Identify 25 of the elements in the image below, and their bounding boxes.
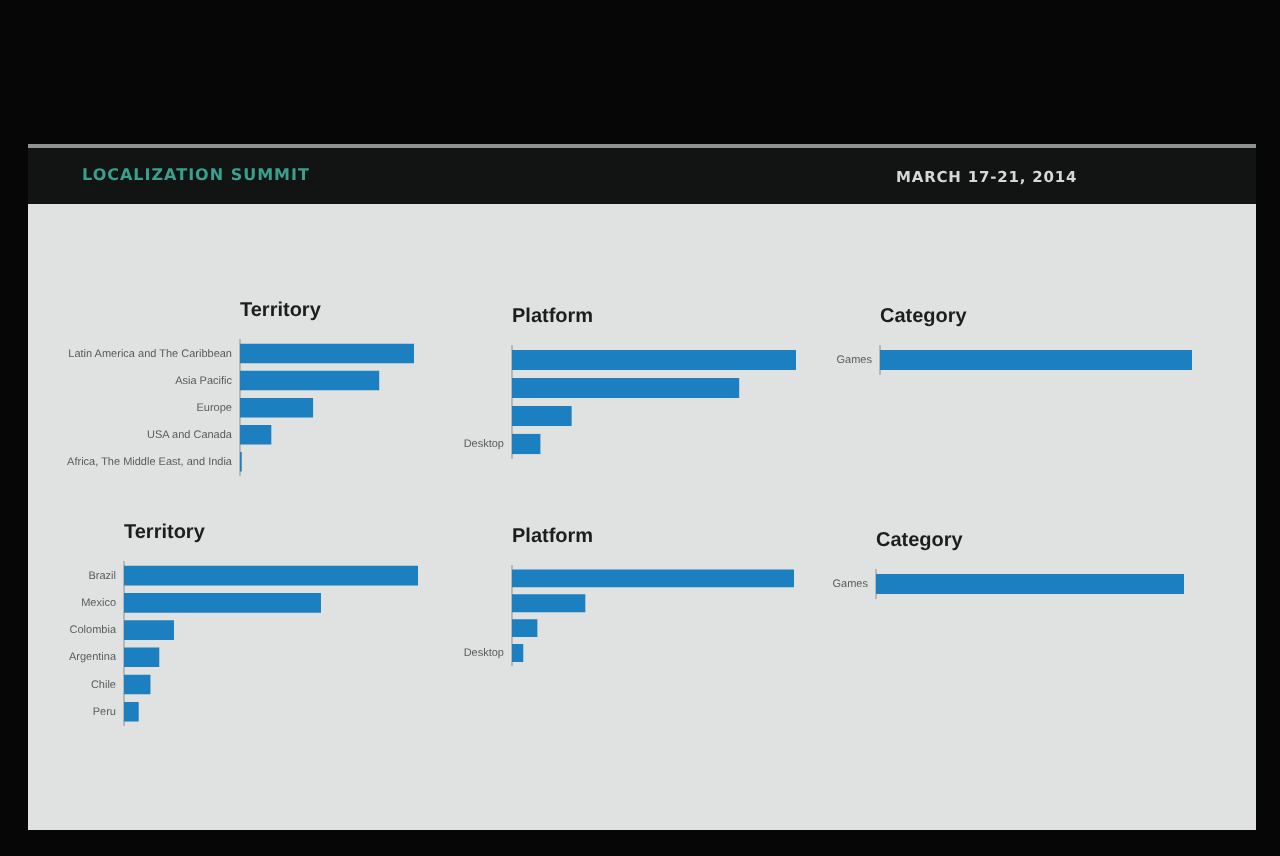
bar xyxy=(512,594,586,613)
chart-title: Category xyxy=(876,529,964,552)
bar xyxy=(124,674,151,695)
bar xyxy=(512,405,572,427)
bar xyxy=(124,593,321,613)
bar xyxy=(512,349,796,371)
bar xyxy=(240,343,414,364)
chart-title: Territory xyxy=(240,299,322,322)
bar xyxy=(512,377,740,399)
bar xyxy=(240,397,314,418)
bar xyxy=(240,370,380,391)
chart-title: Platform xyxy=(512,525,594,548)
bar xyxy=(124,565,418,586)
bar xyxy=(240,425,272,445)
bar xyxy=(124,647,160,668)
chart-title: Category xyxy=(880,305,968,328)
bar xyxy=(512,644,524,662)
bar xyxy=(124,620,174,640)
text: LOCALIZATION SUMMIT xyxy=(82,166,310,184)
bar xyxy=(512,433,541,455)
chart-title: Territory xyxy=(124,521,206,544)
bar xyxy=(124,701,139,722)
bar xyxy=(512,619,538,638)
chart-title: Platform xyxy=(512,305,594,328)
bar xyxy=(512,569,794,588)
